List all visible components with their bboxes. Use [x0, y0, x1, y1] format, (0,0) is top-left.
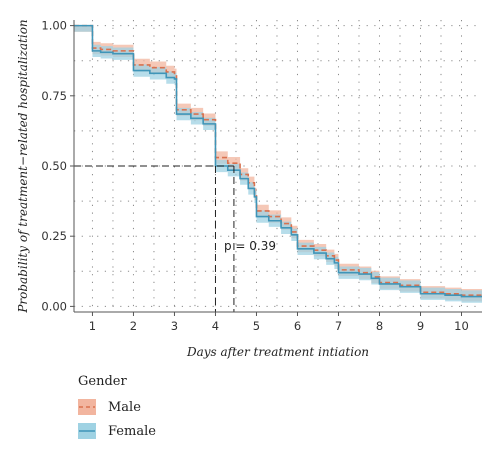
legend-item-female: Female — [78, 419, 156, 443]
y-axis-title: Probability of treatment−related hospita… — [16, 19, 30, 313]
x-tick-label: 6 — [294, 319, 301, 333]
x-tick-label: 7 — [335, 319, 342, 333]
line-female — [74, 24, 482, 298]
y-tick-label: 0.00 — [41, 299, 67, 313]
x-tick-label: 10 — [454, 319, 469, 333]
y-tick-label: 1.00 — [41, 19, 67, 33]
x-tick-label: 9 — [417, 319, 424, 333]
x-tick-label: 4 — [212, 319, 219, 333]
grid — [74, 20, 482, 312]
legend-label-female: Female — [108, 423, 156, 439]
line-male — [74, 24, 482, 296]
y-ticks: 0.00 0.25 0.50 0.75 1.00 — [41, 19, 74, 313]
y-tick-label: 0.50 — [41, 159, 67, 173]
legend-item-male: Male — [78, 395, 156, 419]
legend-key-female — [78, 423, 96, 439]
x-tick-label: 2 — [130, 319, 137, 333]
legend: Gender Male Female — [78, 374, 156, 443]
x-tick-label: 3 — [171, 319, 178, 333]
x-tick-label: 5 — [253, 319, 260, 333]
survival-lines — [74, 24, 482, 298]
y-tick-label: 0.75 — [41, 89, 67, 103]
legend-key-male — [78, 399, 96, 415]
x-axis-title: Days after treatment intiation — [186, 345, 369, 359]
median-guide-lines — [74, 165, 235, 312]
p-value-annotation: p = 0.39 — [224, 239, 276, 253]
x-tick-label: 1 — [89, 319, 96, 333]
y-tick-label: 0.25 — [41, 229, 67, 243]
x-tick-label: 8 — [376, 319, 383, 333]
x-ticks: 1 2 3 4 5 6 7 8 9 10 — [89, 312, 469, 333]
legend-label-male: Male — [108, 399, 141, 415]
legend-title: Gender — [78, 374, 127, 389]
